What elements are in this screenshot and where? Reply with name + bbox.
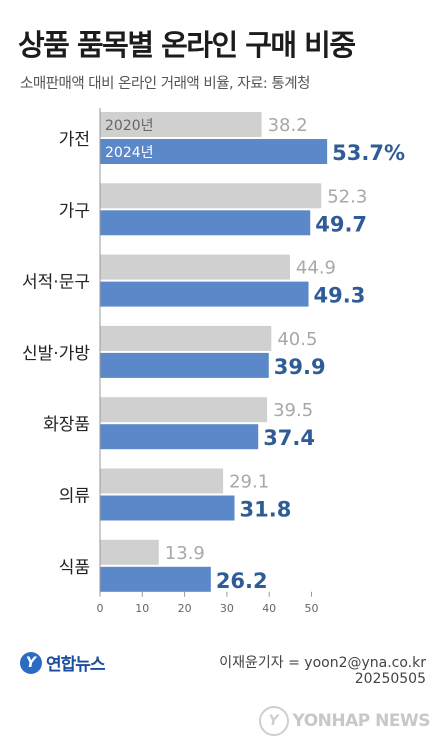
category-label: 가전 [59, 130, 90, 150]
yonhap-watermark: Y YONHAP NEWS [258, 706, 431, 736]
bar-2024 [100, 210, 311, 236]
bar-2020 [100, 112, 262, 137]
bar-2024 [100, 495, 235, 521]
yonhap-watermark-icon: Y [258, 706, 289, 736]
value-label-2020: 44.9 [296, 258, 336, 279]
reporter-credit: 이재윤기자 = yoon2@yna.co.kr [219, 655, 426, 671]
value-label-2020: 13.9 [165, 543, 205, 564]
chart-title: 상품 품목별 온라인 구매 비중 [18, 28, 356, 62]
value-label-2020: 40.5 [277, 329, 317, 350]
value-label-2020: 29.1 [229, 472, 269, 493]
x-tick-label: 40 [262, 602, 276, 615]
x-tick-label: 30 [220, 602, 234, 615]
bar-2020 [100, 468, 224, 494]
value-label-2020: 39.5 [273, 400, 313, 421]
bar-2024 [100, 139, 328, 164]
legend-label-2024: 2024년 [105, 145, 154, 161]
x-tick-label: 0 [97, 602, 104, 615]
bar-2024 [100, 281, 309, 307]
bar-2020 [100, 397, 268, 423]
value-label-2024: 49.7 [315, 212, 367, 236]
yonhap-logo: Y 연합뉴스 [20, 650, 106, 675]
x-tick-label: 20 [178, 602, 192, 615]
value-label-2024: 49.3 [314, 284, 366, 308]
yonhap-logo-icon: Y [20, 651, 42, 674]
category-label: 신발·가방 [22, 344, 90, 364]
bar-2020 [100, 325, 272, 351]
bar-2020 [100, 254, 290, 280]
legend-label-2020: 2020년 [105, 118, 154, 134]
yonhap-logo-text: 연합뉴스 [46, 655, 106, 675]
chart-subtitle: 소매판매액 대비 온라인 거래액 비율, 자료: 통계청 [20, 76, 310, 92]
bar-2024 [100, 566, 211, 592]
x-tick-label: 50 [305, 602, 319, 615]
bar-2024 [100, 424, 259, 450]
category-label: 식품 [59, 558, 90, 578]
bar-2024 [100, 352, 269, 378]
category-label: 서적·문구 [22, 273, 90, 293]
value-label-2024: 31.8 [240, 498, 292, 522]
category-label: 가구 [59, 201, 90, 221]
publish-date: 20250505 [354, 671, 426, 687]
yonhap-watermark-text: YONHAP NEWS [292, 711, 431, 731]
value-label-2024: 37.4 [263, 426, 315, 450]
category-label: 의류 [59, 487, 90, 507]
value-label-2024: 39.9 [274, 355, 326, 379]
category-label: 화장품 [43, 415, 90, 435]
bar-2020 [100, 539, 159, 565]
value-label-2020: 38.2 [268, 115, 308, 136]
bar-2020 [100, 183, 322, 209]
value-label-2024: 53.7% [332, 141, 405, 165]
x-tick-label: 10 [135, 602, 149, 615]
value-label-2024: 26.2 [216, 569, 268, 593]
value-label-2020: 52.3 [327, 186, 367, 207]
